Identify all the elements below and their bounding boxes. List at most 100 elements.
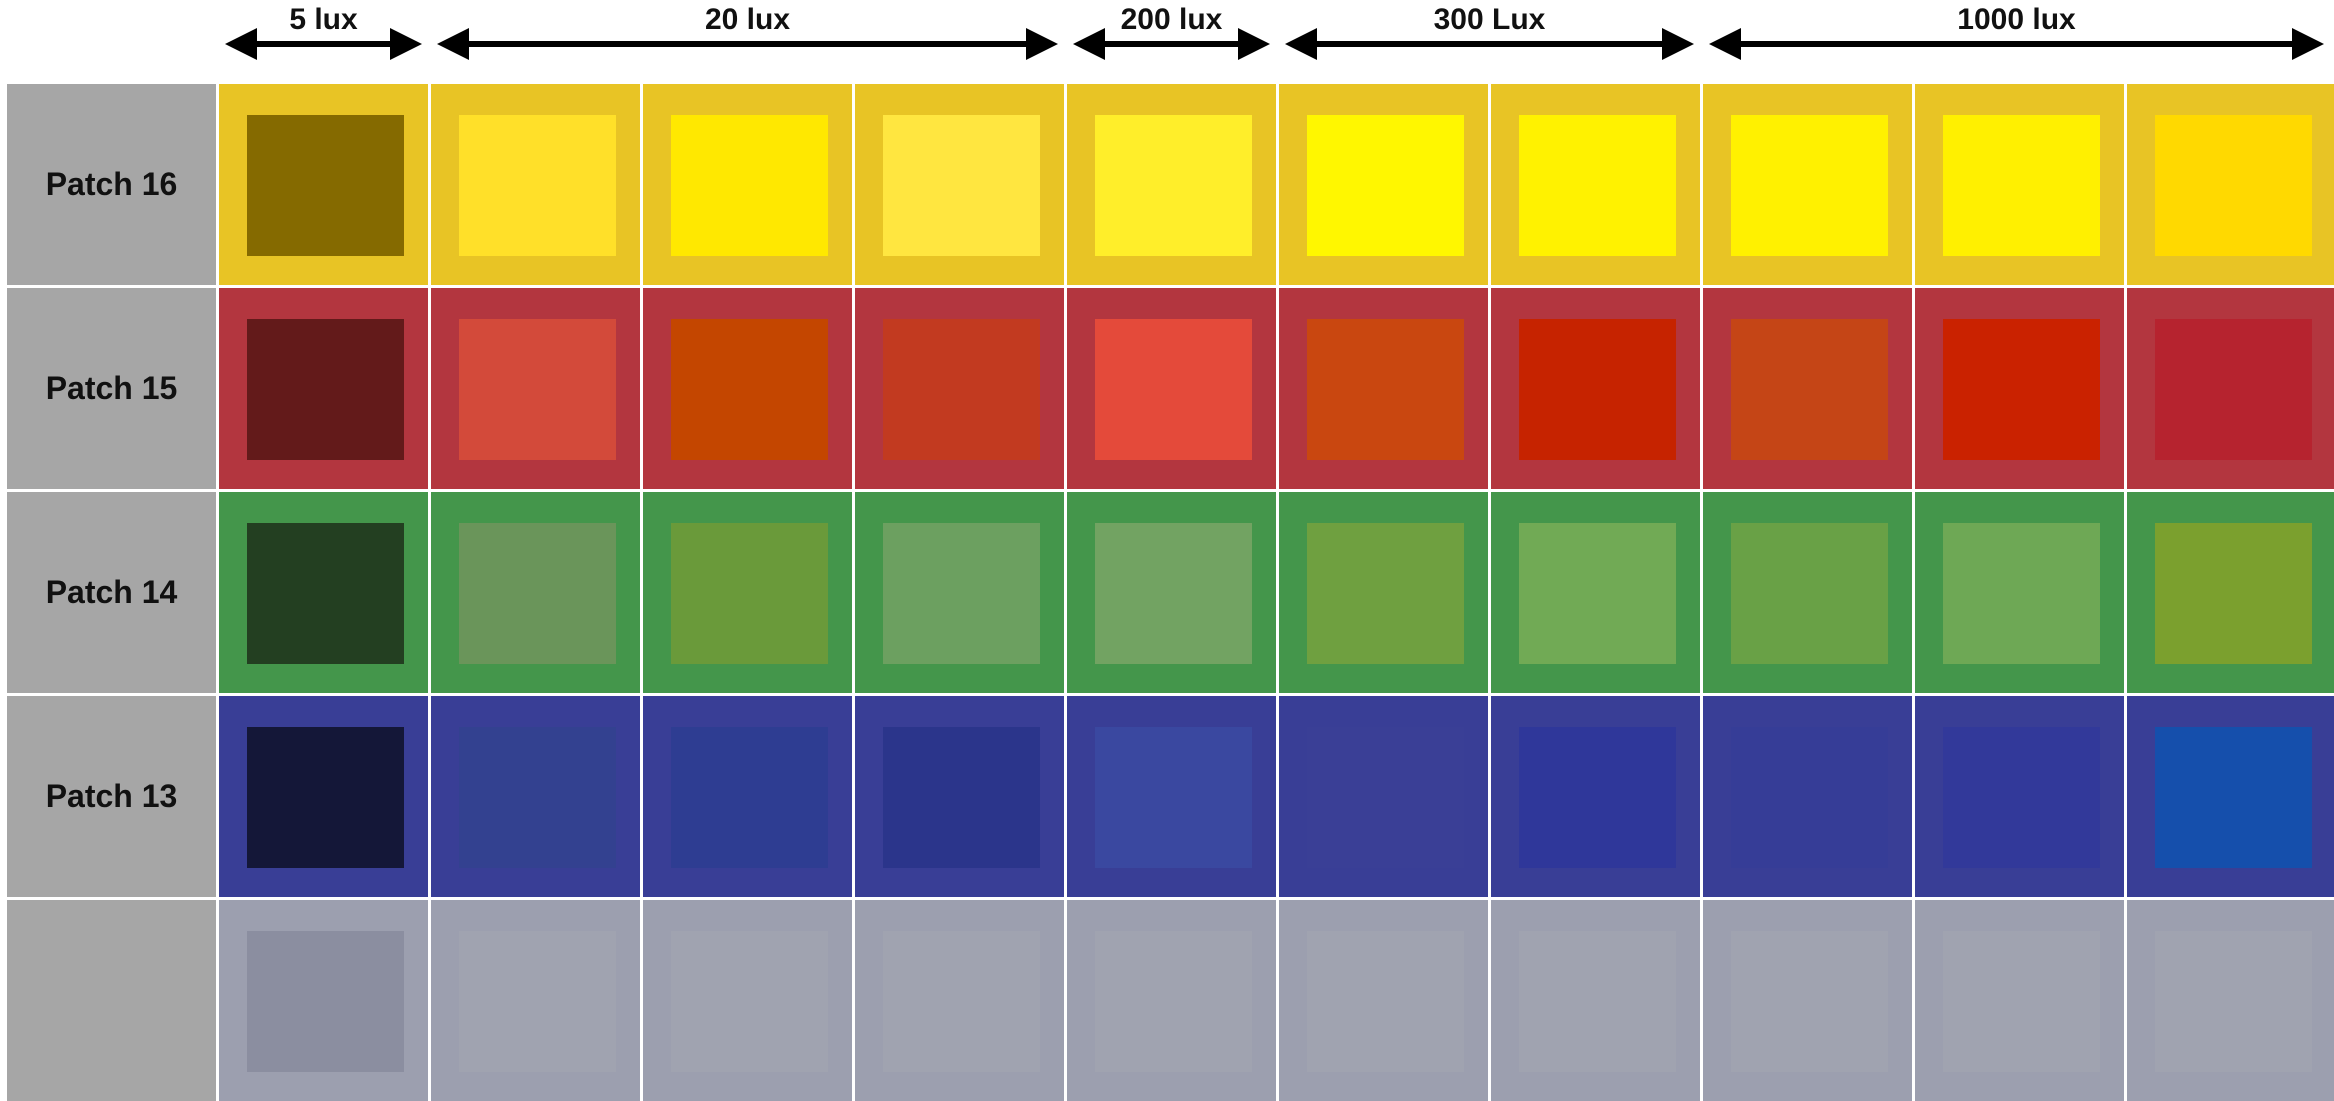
double-arrow-icon — [1073, 28, 1270, 60]
patch-cell — [219, 492, 428, 693]
row-label-partial — [7, 900, 216, 1101]
lux-group-label: 300 Lux — [1433, 3, 1546, 36]
row-label: Patch 15 — [7, 288, 216, 489]
patch-cell — [2127, 492, 2334, 693]
patch-swatch — [459, 319, 616, 460]
patch-cell — [1703, 492, 1912, 693]
patch-swatch — [247, 727, 404, 868]
lux-group-label: 20 lux — [704, 3, 791, 36]
double-arrow-icon — [437, 28, 1058, 60]
patch-swatch — [1943, 727, 2100, 868]
patch-cell — [1279, 84, 1488, 285]
patch-cell — [1067, 84, 1276, 285]
lux-group-label: 5 lux — [289, 3, 358, 36]
patch-swatch — [1307, 931, 1464, 1072]
patch-swatch — [1519, 931, 1676, 1072]
patch-swatch — [1307, 727, 1464, 868]
patch-swatch — [1943, 115, 2100, 256]
patch-swatch — [1943, 523, 2100, 664]
patch-swatch — [1519, 319, 1676, 460]
patch-cell — [1703, 900, 1912, 1101]
patch-swatch — [671, 115, 828, 256]
patch-swatch — [247, 115, 404, 256]
patch-cell — [643, 900, 852, 1101]
patch-swatch — [2155, 727, 2312, 868]
row-label: Patch 13 — [7, 696, 216, 897]
patch-cell — [1279, 696, 1488, 897]
patch-cell — [1491, 288, 1700, 489]
patch-cell — [1067, 900, 1276, 1101]
patch-swatch — [1731, 115, 1888, 256]
patch-swatch — [1519, 115, 1676, 256]
patch-cell — [643, 492, 852, 693]
patch-cell — [1915, 84, 2124, 285]
patch-swatch — [1095, 319, 1252, 460]
patch-swatch — [2155, 931, 2312, 1072]
patch-swatch — [1731, 931, 1888, 1072]
patch-cell — [643, 696, 852, 897]
patch-cell — [2127, 84, 2334, 285]
patch-swatch — [1095, 523, 1252, 664]
patch-swatch — [1095, 727, 1252, 868]
patch-swatch — [883, 523, 1040, 664]
double-arrow-icon — [1285, 28, 1694, 60]
patch-cell — [1703, 696, 1912, 897]
patch-swatch — [459, 523, 616, 664]
patch-swatch — [1731, 319, 1888, 460]
patch-cell — [643, 288, 852, 489]
patch-swatch — [247, 319, 404, 460]
row-label: Patch 14 — [7, 492, 216, 693]
patch-cell — [1703, 288, 1912, 489]
patch-cell — [1279, 492, 1488, 693]
patch-cell — [1067, 696, 1276, 897]
patch-cell — [219, 288, 428, 489]
patch-cell — [431, 696, 640, 897]
patch-cell — [1491, 696, 1700, 897]
patch-swatch — [1307, 319, 1464, 460]
double-arrow-icon — [225, 28, 422, 60]
patch-swatch — [671, 319, 828, 460]
patch-cell — [431, 84, 640, 285]
patch-cell — [855, 288, 1064, 489]
patch-swatch — [247, 523, 404, 664]
patch-cell — [219, 84, 428, 285]
patch-cell — [855, 900, 1064, 1101]
patch-cell — [855, 696, 1064, 897]
patch-cell — [855, 84, 1064, 285]
patch-swatch — [1519, 523, 1676, 664]
patch-cell — [219, 900, 428, 1101]
patch-cell — [1915, 492, 2124, 693]
patch-swatch — [883, 319, 1040, 460]
patch-cell — [1279, 288, 1488, 489]
lux-group-label: 1000 lux — [1957, 3, 2076, 36]
patch-cell — [1491, 492, 1700, 693]
patch-swatch — [1307, 115, 1464, 256]
double-arrow-icon — [1709, 28, 2324, 60]
patch-swatch — [1943, 319, 2100, 460]
patch-swatch — [671, 523, 828, 664]
patch-cell — [1067, 288, 1276, 489]
patch-swatch — [459, 931, 616, 1072]
patch-swatch — [883, 931, 1040, 1072]
patch-swatch — [1095, 931, 1252, 1072]
patch-swatch — [883, 115, 1040, 256]
patch-cell — [1915, 288, 2124, 489]
patch-cell — [219, 696, 428, 897]
patch-cell — [1915, 900, 2124, 1101]
patch-swatch — [1095, 115, 1252, 256]
patch-cell — [2127, 696, 2334, 897]
patch-swatch — [2155, 523, 2312, 664]
patch-swatch — [2155, 319, 2312, 460]
patch-cell — [855, 492, 1064, 693]
patch-swatch — [459, 727, 616, 868]
patch-swatch — [1731, 523, 1888, 664]
patch-cell — [1279, 900, 1488, 1101]
patch-cell — [643, 84, 852, 285]
patch-cell — [1491, 900, 1700, 1101]
patch-cell — [1491, 84, 1700, 285]
patch-cell — [431, 492, 640, 693]
patch-cell — [1915, 696, 2124, 897]
patch-swatch — [247, 931, 404, 1072]
patch-swatch — [1943, 931, 2100, 1072]
patch-grid: Patch 16 Patch 15 Patch 14 Patch 13 — [7, 84, 2334, 1101]
